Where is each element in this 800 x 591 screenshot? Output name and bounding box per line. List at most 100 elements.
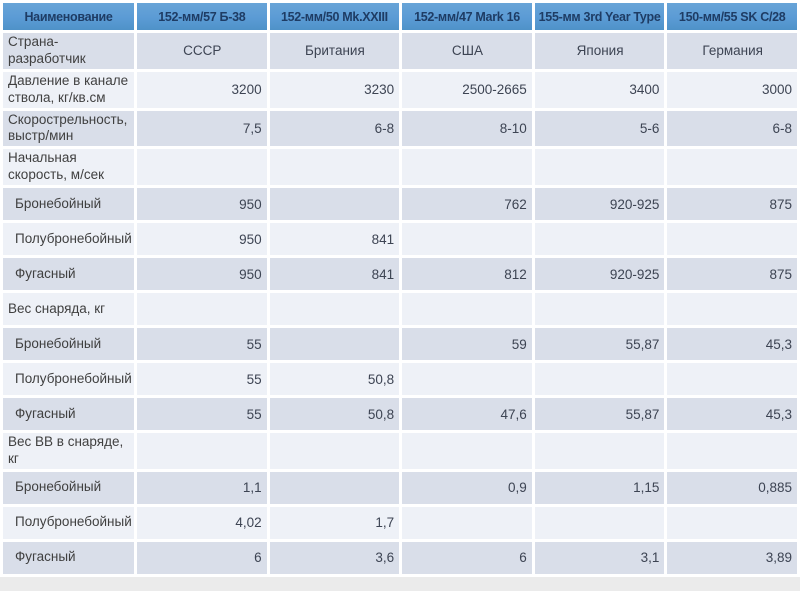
table-row: Вес ВВ в снаряде, кг: [3, 433, 797, 469]
cell-value: 55,87: [534, 398, 665, 430]
cell-value: 950: [137, 223, 267, 255]
cell-value: США: [402, 33, 532, 69]
cell-value: [534, 506, 665, 539]
cell-value: 1,15: [534, 471, 665, 504]
cell-value: 6: [402, 541, 532, 574]
cell-value: 841: [269, 258, 400, 290]
table-row: Фугасный 950 841 812 920-925 875: [3, 258, 797, 290]
cell-value: 812: [402, 258, 532, 290]
cell-value: Германия: [667, 33, 797, 69]
cell-value: [534, 363, 665, 395]
cell-value: [269, 471, 400, 504]
column-header-gun-4: 155-мм 3rd Year Type: [534, 3, 665, 30]
row-label: Скорострельность, выстр/мин: [3, 110, 134, 147]
row-label: Фугасный: [3, 398, 134, 430]
cell-value: 3230: [269, 71, 400, 108]
row-label: Вес снаряда, кг: [3, 293, 134, 325]
cell-value: 875: [667, 188, 797, 220]
cell-value: [534, 433, 665, 469]
cell-value: Япония: [534, 33, 665, 69]
table-row: Начальная скорость, м/сек: [3, 149, 797, 185]
cell-value: 6: [137, 541, 267, 574]
cell-value: 55: [137, 363, 267, 395]
row-label: Фугасный: [3, 258, 134, 290]
table-row: Фугасный 6 3,6 6 3,1 3,89: [3, 541, 797, 574]
row-label: Страна-разработчик: [3, 33, 134, 69]
cell-value: [402, 506, 532, 539]
cell-value: 8-10: [402, 110, 532, 147]
cell-value: [667, 433, 797, 469]
column-header-gun-5: 150-мм/55 SK C/28: [667, 3, 797, 30]
table-body: Страна-разработчик СССР Британия США Япония Г…: [3, 33, 797, 574]
table-row: Полубронебойный 55 50,8: [3, 363, 797, 395]
cell-value: [534, 149, 665, 185]
row-label: Бронебойный: [3, 188, 134, 220]
table-row: Бронебойный 55 59 55,87 45,3: [3, 328, 797, 360]
cell-value: 50,8: [269, 363, 400, 395]
table-row: Давление в канале ствола, кг/кв.см 3200 32…: [3, 71, 797, 108]
cell-value: 2500-2665: [402, 71, 532, 108]
cell-value: 59: [402, 328, 532, 360]
cell-value: 920-925: [534, 188, 665, 220]
guns-comparison-table-wrap: Наименование 152-мм/57 Б-38 152-мм/50 Mk…: [0, 0, 800, 577]
header-row: Наименование 152-мм/57 Б-38 152-мм/50 Mk…: [3, 3, 797, 30]
cell-value: 5-6: [534, 110, 665, 147]
cell-value: 950: [137, 188, 267, 220]
guns-comparison-table: Наименование 152-мм/57 Б-38 152-мм/50 Mk…: [3, 3, 797, 574]
cell-value: [534, 293, 665, 325]
cell-value: 4,02: [137, 506, 267, 539]
row-label: Начальная скорость, м/сек: [3, 149, 134, 185]
table-row: Полубронебойный 4,02 1,7: [3, 506, 797, 539]
cell-value: 3,89: [667, 541, 797, 574]
table-row: Скорострельность, выстр/мин 7,5 6-8 8-10 5-6…: [3, 110, 797, 147]
column-header-name: Наименование: [3, 3, 134, 30]
table-row: Страна-разработчик СССР Британия США Япония Г…: [3, 33, 797, 69]
cell-value: 762: [402, 188, 532, 220]
cell-value: 0,9: [402, 471, 532, 504]
cell-value: 3200: [137, 71, 267, 108]
column-header-gun-1: 152-мм/57 Б-38: [137, 3, 267, 30]
row-label: Давление в канале ствола, кг/кв.см: [3, 71, 134, 108]
cell-value: 45,3: [667, 328, 797, 360]
row-label: Полубронебойный: [3, 363, 134, 395]
column-header-gun-2: 152-мм/50 Mk.XXIII: [269, 3, 400, 30]
row-label: Фугасный: [3, 541, 134, 574]
table-row: Фугасный 55 50,8 47,6 55,87 45,3: [3, 398, 797, 430]
cell-value: [269, 328, 400, 360]
cell-value: 950: [137, 258, 267, 290]
cell-value: 55,87: [534, 328, 665, 360]
cell-value: 50,8: [269, 398, 400, 430]
cell-value: 3400: [534, 71, 665, 108]
cell-value: [667, 223, 797, 255]
row-label: Вес ВВ в снаряде, кг: [3, 433, 134, 469]
row-label: Полубронебойный: [3, 506, 134, 539]
table-row: Бронебойный 1,1 0,9 1,15 0,885: [3, 471, 797, 504]
cell-value: [137, 149, 267, 185]
cell-value: [402, 363, 532, 395]
cell-value: [269, 433, 400, 469]
page-background-strip: [0, 576, 800, 591]
cell-value: 47,6: [402, 398, 532, 430]
cell-value: [137, 433, 267, 469]
cell-value: Британия: [269, 33, 400, 69]
cell-value: [402, 433, 532, 469]
cell-value: 875: [667, 258, 797, 290]
cell-value: 920-925: [534, 258, 665, 290]
cell-value: 55: [137, 398, 267, 430]
cell-value: 841: [269, 223, 400, 255]
column-header-gun-3: 152-мм/47 Mark 16: [402, 3, 532, 30]
cell-value: [269, 149, 400, 185]
cell-value: [534, 223, 665, 255]
cell-value: [269, 188, 400, 220]
table-row: Бронебойный 950 762 920-925 875: [3, 188, 797, 220]
cell-value: 1,1: [137, 471, 267, 504]
table-row: Вес снаряда, кг: [3, 293, 797, 325]
cell-value: [137, 293, 267, 325]
cell-value: [402, 149, 532, 185]
cell-value: СССР: [137, 33, 267, 69]
cell-value: 0,885: [667, 471, 797, 504]
table-row: Полубронебойный 950 841: [3, 223, 797, 255]
cell-value: [667, 293, 797, 325]
row-label: Полубронебойный: [3, 223, 134, 255]
cell-value: [667, 363, 797, 395]
